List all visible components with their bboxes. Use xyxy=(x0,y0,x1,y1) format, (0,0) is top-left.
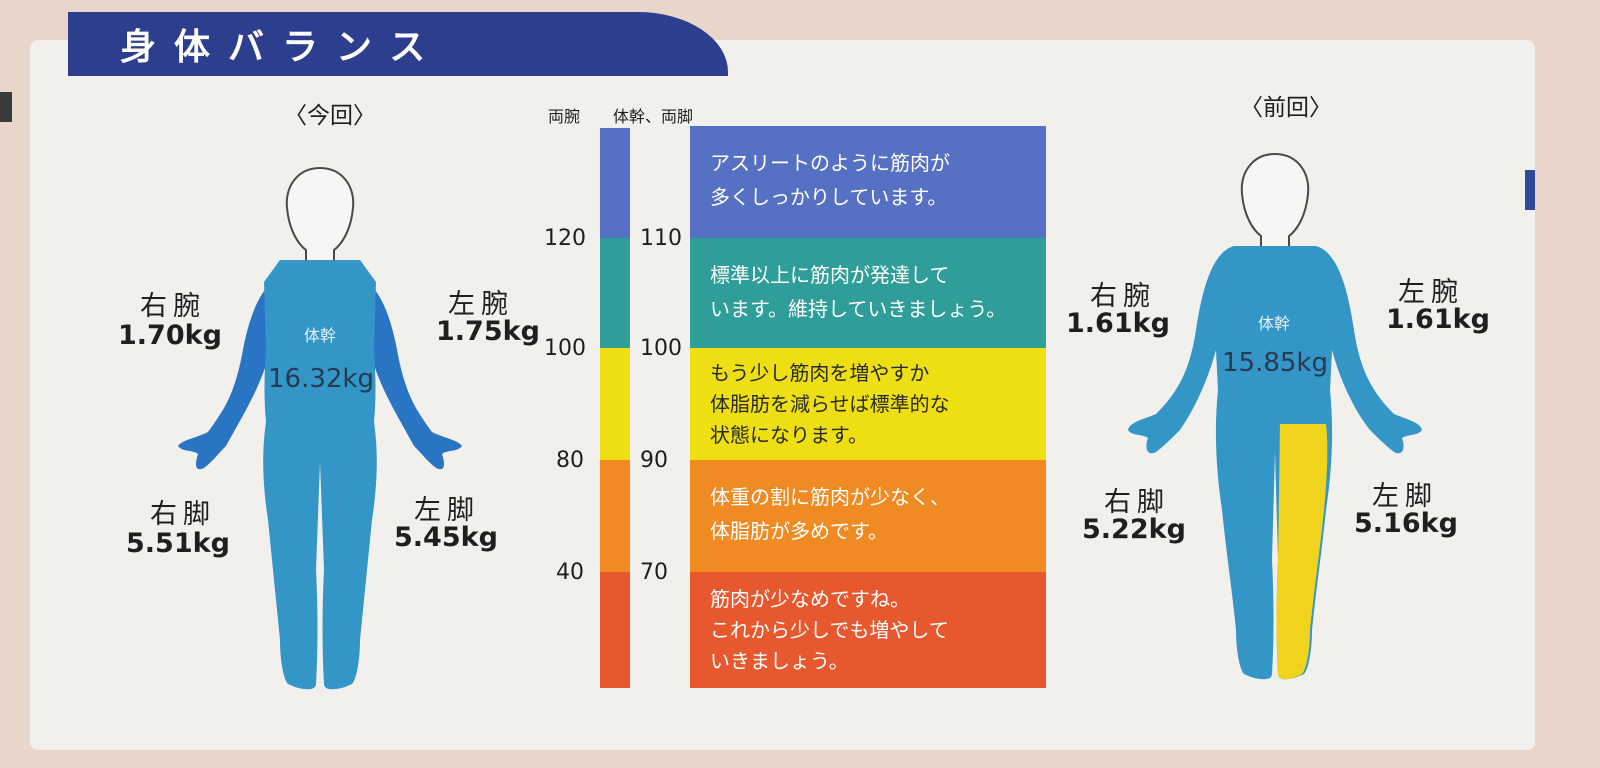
level-message-above-standard: 標準以上に筋肉が発達して います。維持していきましょう。 xyxy=(690,238,1046,348)
page-title: 身体バランス xyxy=(120,27,444,68)
level-message-low-muscle: 体重の割に筋肉が少なく、 体脂肪が多めです。 xyxy=(690,460,1046,572)
current-right-arm-label: 右腕 xyxy=(140,291,206,322)
previous-right-leg-value: 5.22kg xyxy=(1082,514,1186,545)
level-line: 体脂肪を減らせば標準的な xyxy=(710,392,950,416)
card-edge xyxy=(1525,170,1535,210)
level-message-standard: もう少し筋肉を増やすか 体脂肪を減らせば標準的な 状態になります。 xyxy=(690,348,1046,460)
current-right-arm-value: 1.70kg xyxy=(118,320,222,351)
previous-heading: 〈前回〉 xyxy=(1240,95,1332,121)
previous-body-figure xyxy=(1128,152,1422,680)
current-left-arm-label: 左腕 xyxy=(448,289,514,320)
background-edge xyxy=(0,92,12,122)
previous-body xyxy=(1128,246,1422,680)
previous-trunk-value: 15.85kg xyxy=(1222,348,1328,378)
level-line: 筋肉が少なめですね。 xyxy=(710,587,910,611)
trunk-legs-tick-90: 90 xyxy=(640,448,668,473)
current-heading: 〈今回〉 xyxy=(284,103,376,129)
trunk-legs-tick-100: 100 xyxy=(640,336,682,361)
previous-head-outline xyxy=(1240,152,1310,251)
level-line: 標準以上に筋肉が発達して xyxy=(710,263,950,287)
previous-right-arm-label: 右腕 xyxy=(1090,281,1156,312)
current-left-leg-label: 左脚 xyxy=(414,495,480,526)
current-trunk-value: 16.32kg xyxy=(268,364,374,394)
level-line: 体重の割に筋肉が少なく、 xyxy=(710,485,950,509)
previous-left-leg-value: 5.16kg xyxy=(1354,508,1458,539)
previous-trunk-label: 体幹 xyxy=(1258,314,1291,333)
level-line: アスリートのように筋肉が xyxy=(710,151,950,175)
current-left-arm-value: 1.75kg xyxy=(436,316,540,347)
previous-right-leg-label: 右脚 xyxy=(1104,487,1170,518)
level-line: これから少しでも増やして xyxy=(710,618,949,642)
level-line: います。維持していきましょう。 xyxy=(710,297,1007,321)
level-message-very-low: 筋肉が少なめですね。 これから少しでも増やして いきましょう。 xyxy=(690,572,1046,688)
level-line: もう少し筋肉を増やすか xyxy=(710,361,930,385)
level-line: 体脂肪が多めです。 xyxy=(710,519,888,543)
previous-left-arm-value: 1.61kg xyxy=(1386,304,1490,335)
previous-left-leg-label: 左脚 xyxy=(1372,481,1438,512)
current-left-arm xyxy=(360,278,462,470)
scale-trunk-legs-header: 体幹、両脚 xyxy=(613,107,694,126)
previous-right-arm-value: 1.61kg xyxy=(1066,308,1170,339)
current-right-leg-value: 5.51kg xyxy=(126,528,230,559)
current-right-leg-label: 右脚 xyxy=(150,499,216,530)
arms-tick-40: 40 xyxy=(556,560,584,585)
scale-bar-very-low xyxy=(600,572,630,688)
scale-bar-standard xyxy=(600,348,630,460)
current-trunk-and-legs xyxy=(263,260,377,690)
level-message-athlete: アスリートのように筋肉が 多くしっかりしています。 xyxy=(690,126,1046,238)
scale-bar-athlete xyxy=(600,128,630,238)
current-left-leg-value: 5.45kg xyxy=(394,522,498,553)
level-line: 状態になります。 xyxy=(710,423,868,447)
scale-bar-above-standard xyxy=(600,238,630,348)
current-right-arm xyxy=(178,278,280,470)
current-trunk-label: 体幹 xyxy=(304,326,337,345)
arms-tick-80: 80 xyxy=(556,448,584,473)
arms-tick-100: 100 xyxy=(544,336,586,361)
previous-left-arm-label: 左腕 xyxy=(1398,277,1464,308)
previous-left-leg-highlight xyxy=(1276,424,1328,680)
current-head-outline xyxy=(285,166,355,265)
current-body-figure xyxy=(178,166,462,690)
arms-tick-120: 120 xyxy=(544,226,586,251)
trunk-legs-tick-110: 110 xyxy=(640,226,682,251)
level-line: いきましょう。 xyxy=(710,649,849,673)
scale-bar-low-muscle xyxy=(600,460,630,572)
level-line: 多くしっかりしています。 xyxy=(710,185,948,209)
title-band xyxy=(68,12,728,76)
scale-arms-header: 両腕 xyxy=(548,107,581,126)
trunk-legs-tick-70: 70 xyxy=(640,560,668,585)
